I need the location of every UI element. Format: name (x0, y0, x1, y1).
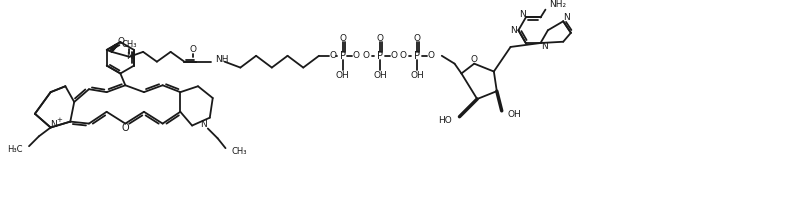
Text: P: P (377, 51, 383, 61)
Text: OH: OH (410, 71, 424, 80)
Text: O: O (414, 34, 421, 43)
Text: N: N (50, 120, 57, 129)
Text: OH: OH (373, 71, 387, 80)
Text: +: + (57, 117, 62, 123)
Text: O: O (363, 51, 369, 60)
Text: HO: HO (438, 116, 452, 125)
Text: NH: NH (215, 55, 228, 64)
Text: H₃C: H₃C (6, 145, 22, 154)
Text: O: O (190, 45, 197, 54)
Text: CH₃: CH₃ (231, 146, 247, 156)
Text: O: O (117, 36, 124, 46)
Text: N: N (520, 10, 526, 19)
Text: O: O (428, 51, 434, 60)
Text: N: N (563, 13, 570, 22)
Text: NH₂: NH₂ (549, 0, 566, 9)
Text: O: O (352, 51, 360, 60)
Text: O: O (376, 34, 384, 43)
Text: O: O (122, 123, 129, 132)
Text: P: P (414, 51, 421, 61)
Text: OH: OH (508, 110, 521, 119)
Text: O: O (471, 55, 477, 64)
Text: O: O (390, 51, 397, 60)
Text: N: N (510, 26, 517, 35)
Text: N: N (541, 42, 548, 52)
Text: O: O (400, 51, 407, 60)
Text: OH: OH (336, 71, 349, 80)
Text: CH₃: CH₃ (122, 40, 137, 49)
Text: O: O (339, 34, 346, 43)
Text: O: O (329, 51, 336, 60)
Text: N: N (200, 120, 207, 129)
Text: P: P (340, 51, 345, 61)
Text: N: N (126, 52, 133, 61)
